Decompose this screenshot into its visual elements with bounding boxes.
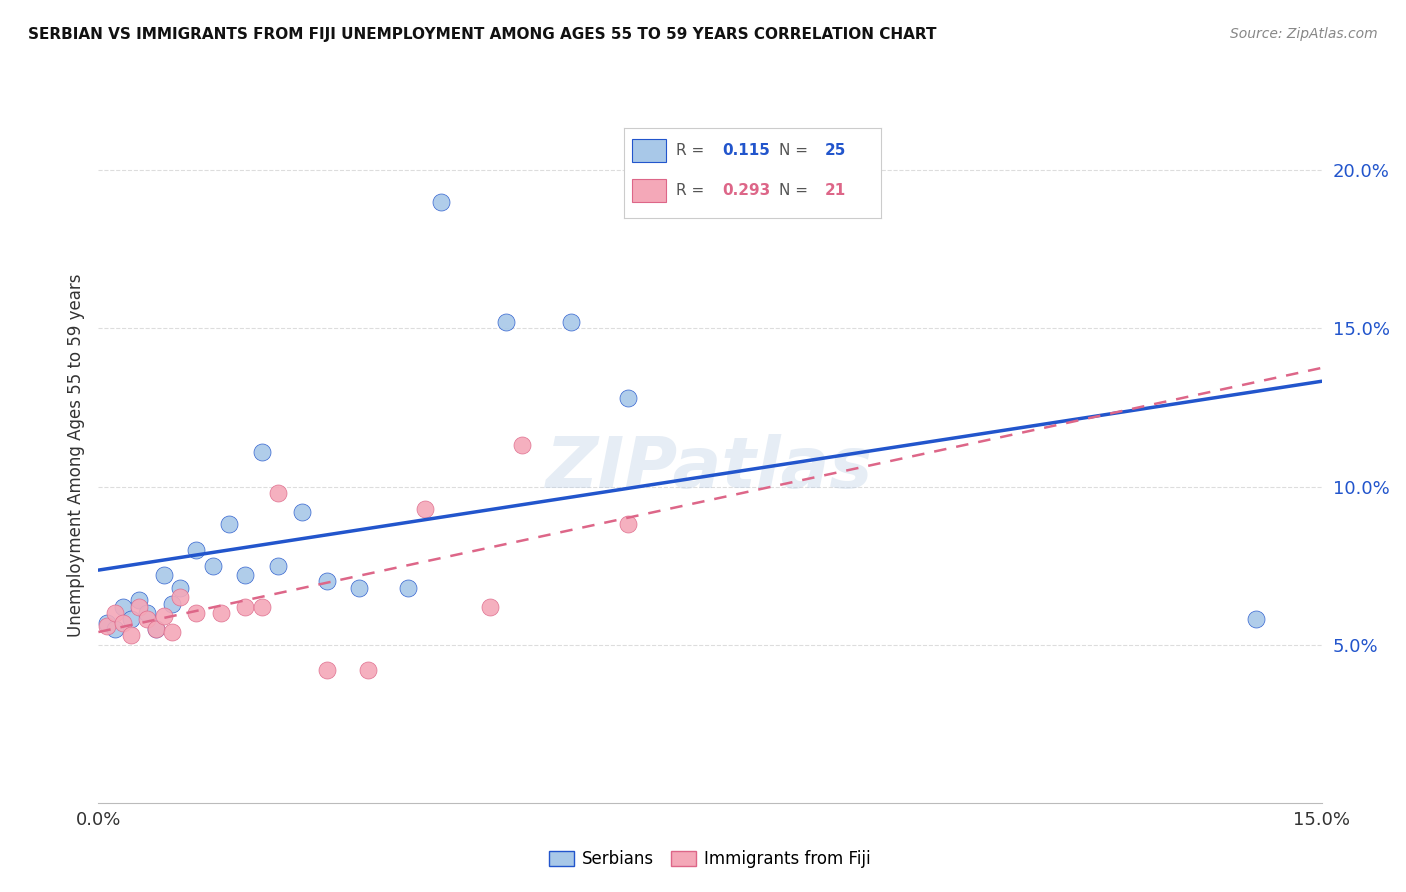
Point	[560, 315, 582, 329]
Bar	[633, 139, 665, 162]
Point	[111, 599, 134, 614]
Bar	[633, 178, 665, 202]
Point	[413, 501, 436, 516]
Point	[120, 612, 142, 626]
Point	[96, 615, 118, 630]
Point	[104, 606, 127, 620]
Text: 0.293: 0.293	[723, 183, 770, 198]
Text: 0.115: 0.115	[723, 143, 770, 158]
Point	[495, 315, 517, 329]
Point	[111, 615, 134, 630]
Point	[169, 591, 191, 605]
Point	[356, 663, 378, 677]
Point	[120, 628, 142, 642]
Point	[233, 568, 256, 582]
Point	[1246, 612, 1268, 626]
Text: R =: R =	[676, 143, 709, 158]
Legend: Serbians, Immigrants from Fiji: Serbians, Immigrants from Fiji	[543, 843, 877, 874]
Point	[136, 606, 159, 620]
Point	[315, 663, 337, 677]
Point	[128, 593, 150, 607]
Point	[136, 612, 159, 626]
Point	[396, 581, 419, 595]
Point	[145, 622, 167, 636]
Text: N =: N =	[779, 183, 813, 198]
Point	[209, 606, 232, 620]
Point	[160, 625, 183, 640]
Text: 25: 25	[825, 143, 846, 158]
Point	[145, 622, 167, 636]
Point	[430, 194, 453, 209]
Point	[201, 558, 224, 573]
Text: SERBIAN VS IMMIGRANTS FROM FIJI UNEMPLOYMENT AMONG AGES 55 TO 59 YEARS CORRELATI: SERBIAN VS IMMIGRANTS FROM FIJI UNEMPLOY…	[28, 27, 936, 42]
Point	[617, 517, 640, 532]
Point	[349, 581, 371, 595]
Point	[267, 486, 290, 500]
Point	[315, 574, 337, 589]
Point	[96, 618, 118, 632]
Point	[233, 599, 256, 614]
Point	[169, 581, 191, 595]
Point	[186, 542, 208, 557]
Text: ZIPatlas: ZIPatlas	[547, 434, 873, 503]
Text: R =: R =	[676, 183, 709, 198]
Point	[152, 568, 174, 582]
Point	[186, 606, 208, 620]
Point	[291, 505, 314, 519]
Point	[128, 599, 150, 614]
Point	[478, 599, 501, 614]
Point	[267, 558, 290, 573]
Point	[218, 517, 240, 532]
Point	[250, 444, 273, 458]
Point	[104, 622, 127, 636]
Text: N =: N =	[779, 143, 813, 158]
Point	[512, 438, 534, 452]
Y-axis label: Unemployment Among Ages 55 to 59 years: Unemployment Among Ages 55 to 59 years	[66, 273, 84, 637]
Text: Source: ZipAtlas.com: Source: ZipAtlas.com	[1230, 27, 1378, 41]
Text: 21: 21	[825, 183, 846, 198]
Point	[617, 391, 640, 405]
Point	[152, 609, 174, 624]
Point	[160, 597, 183, 611]
Point	[250, 599, 273, 614]
